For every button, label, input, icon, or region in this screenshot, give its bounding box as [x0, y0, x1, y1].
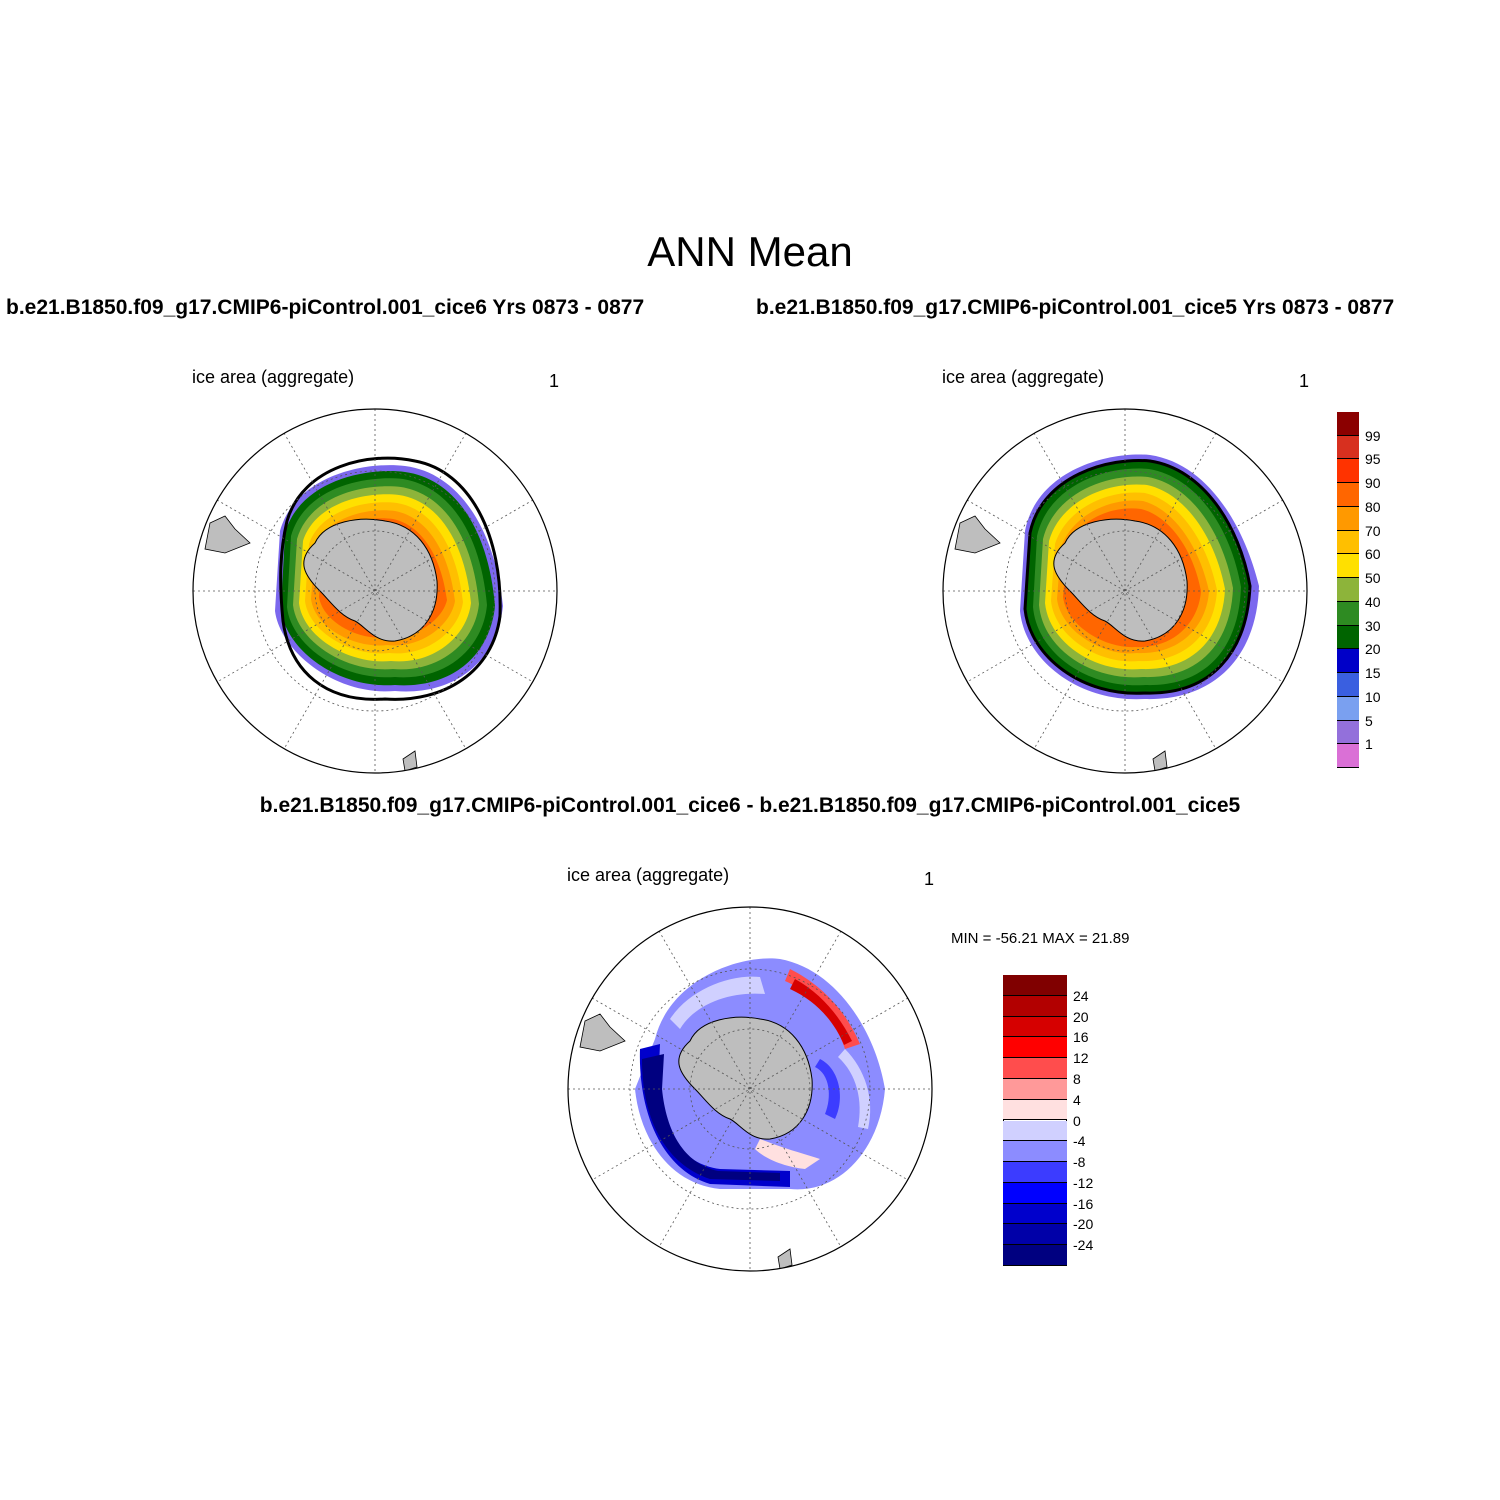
colorbar-box — [1003, 1224, 1067, 1246]
graticule — [568, 907, 932, 1271]
colorbar-box — [1003, 1141, 1067, 1163]
panel2-units: 1 — [1299, 371, 1310, 391]
ice-edge-contour — [1023, 458, 1252, 695]
south-america-tip — [954, 515, 1001, 554]
colorbar-box — [1337, 649, 1359, 674]
graticule — [943, 409, 1307, 773]
colorbar-box — [1337, 696, 1359, 721]
panel2-label: ice area (aggregate) — [942, 367, 1105, 387]
ice-area-colorbar: 99 95 90 80 70 60 50 40 30 20 15 10 5 1 — [1337, 412, 1417, 768]
colorbar-box — [1003, 1245, 1067, 1266]
colorbar-label: 24 — [1073, 987, 1089, 1004]
colorbar-box — [1337, 530, 1359, 555]
colorbar-box — [1337, 435, 1359, 460]
map-cice5 — [942, 408, 1308, 774]
colorbar-box — [1003, 1037, 1067, 1059]
colorbar-label: 60 — [1365, 546, 1381, 563]
colorbar-box — [1003, 1120, 1067, 1142]
colorbar-box — [1337, 601, 1359, 626]
colorbar-label: 20 — [1073, 1008, 1089, 1025]
colorbar-box — [1003, 1078, 1067, 1100]
antarctica-landmass — [303, 518, 438, 642]
colorbar-label: -12 — [1073, 1174, 1094, 1191]
colorbar-box — [1337, 412, 1359, 436]
colorbar-label: 40 — [1365, 593, 1381, 610]
panel1-label: ice area (aggregate) — [192, 367, 355, 387]
case2-title: b.e21.B1850.f09_g17.CMIP6-piControl.001_… — [756, 296, 1395, 319]
colorbar-box — [1337, 554, 1359, 579]
colorbar-label: 1 — [1365, 736, 1373, 753]
colorbar-label: 0 — [1073, 1112, 1081, 1129]
colorbar-box — [1003, 1016, 1067, 1038]
colorbar-label: 15 — [1365, 665, 1381, 682]
ice-edge-contour — [279, 456, 502, 701]
graticule — [193, 409, 557, 773]
colorbar-label: 50 — [1365, 570, 1381, 587]
colorbar-box — [1337, 483, 1359, 507]
new-zealand — [1152, 750, 1168, 772]
colorbar-box — [1337, 578, 1359, 602]
colorbar-label: -4 — [1073, 1133, 1086, 1150]
colorbar-label: 70 — [1365, 522, 1381, 539]
colorbar-box — [1003, 975, 1067, 996]
colorbar-label: 8 — [1073, 1070, 1081, 1087]
colorbar-label: 12 — [1073, 1050, 1089, 1067]
panel1-units: 1 — [549, 371, 560, 391]
difference-colorbar: 24 20 16 12 8 4 0 -4 -8 -12 -16 -20 -24 — [1003, 975, 1113, 1266]
colorbar-box — [1003, 1203, 1067, 1225]
colorbar-label: 16 — [1073, 1029, 1089, 1046]
figure-title: ANN Mean — [647, 228, 853, 275]
new-zealand — [402, 750, 418, 772]
south-america-tip — [204, 515, 251, 554]
colorbar-label: 5 — [1365, 712, 1373, 729]
colorbar-box — [1003, 1162, 1067, 1183]
map-cice6 — [192, 408, 558, 774]
colorbar-label: -20 — [1073, 1216, 1094, 1233]
colorbar-label: 99 — [1365, 427, 1381, 444]
colorbar-label: 10 — [1365, 688, 1381, 705]
colorbar-label: 95 — [1365, 451, 1381, 468]
map-difference — [567, 906, 933, 1272]
diff-minmax: MIN = -56.21 MAX = 21.89 — [951, 930, 1130, 947]
colorbar-label: 20 — [1365, 641, 1381, 658]
colorbar-box — [1337, 506, 1359, 531]
colorbar-label: -8 — [1073, 1154, 1086, 1171]
colorbar-box — [1337, 744, 1359, 768]
panel3-label: ice area (aggregate) — [567, 865, 730, 885]
colorbar-box — [1003, 1099, 1067, 1121]
colorbar-label: 90 — [1365, 475, 1381, 492]
colorbar-box — [1003, 995, 1067, 1017]
colorbar-box — [1003, 1182, 1067, 1204]
south-america-tip — [579, 1013, 626, 1052]
new-zealand — [777, 1248, 793, 1270]
diff-title: b.e21.B1850.f09_g17.CMIP6-piControl.001_… — [259, 794, 1241, 817]
colorbar-label: -24 — [1073, 1237, 1094, 1254]
colorbar-box — [1337, 459, 1359, 484]
panel3-units: 1 — [924, 869, 935, 889]
colorbar-label: 30 — [1365, 617, 1381, 634]
colorbar-label: -16 — [1073, 1195, 1094, 1212]
antarctica-landmass — [678, 1016, 813, 1140]
colorbar-box — [1003, 1058, 1067, 1079]
colorbar-box — [1337, 625, 1359, 650]
colorbar-box — [1337, 720, 1359, 745]
antarctica-landmass — [1053, 518, 1188, 642]
colorbar-box — [1337, 673, 1359, 697]
case1-title: b.e21.B1850.f09_g17.CMIP6-piControl.001_… — [6, 296, 645, 319]
colorbar-label: 4 — [1073, 1091, 1081, 1108]
colorbar-label: 80 — [1365, 498, 1381, 515]
